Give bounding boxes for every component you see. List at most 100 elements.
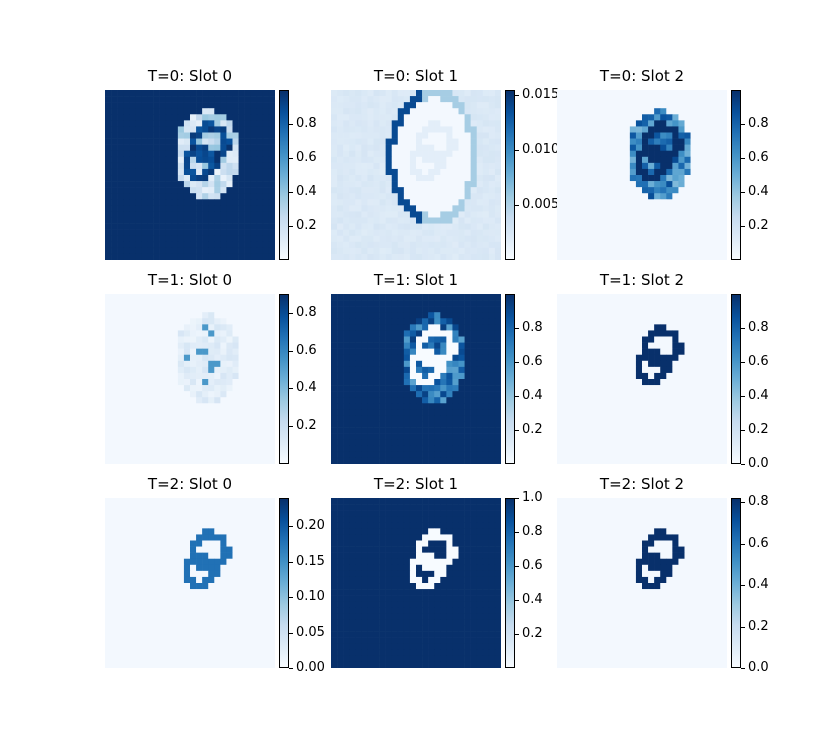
heatmap-cell [617, 385, 625, 392]
heatmap-cell [696, 211, 704, 218]
heatmap-cell [494, 223, 501, 230]
heatmap-cell [190, 199, 197, 206]
heatmap-cell [171, 330, 179, 337]
heatmap-cell [214, 229, 221, 237]
heatmap-cell [611, 342, 619, 349]
heatmap-cell [177, 132, 185, 139]
heatmap-cell [476, 312, 484, 319]
heatmap-cell [464, 445, 471, 453]
heatmap-cell [666, 96, 673, 103]
heatmap-cell [416, 247, 423, 255]
heatmap-cell [416, 379, 423, 386]
heatmap-cell [373, 229, 380, 237]
heatmap-cell [355, 354, 362, 362]
heatmap-cell [446, 120, 453, 127]
heatmap-cell [605, 366, 612, 374]
heatmap-cell [642, 336, 649, 343]
heatmap-cell [343, 312, 350, 319]
heatmap-cell [105, 433, 112, 441]
heatmap-cell [361, 318, 368, 325]
heatmap-cell [440, 318, 447, 325]
heatmap-cell [105, 372, 112, 380]
heatmap-cell [440, 336, 447, 343]
heatmap-cell [696, 451, 704, 459]
heatmap-cell [708, 211, 716, 218]
heatmap-cell [232, 132, 239, 139]
heatmap-cell [397, 409, 405, 416]
heatmap-cell [165, 516, 173, 523]
heatmap-cell [379, 120, 386, 127]
heatmap-cell [599, 181, 606, 188]
heatmap-cell [434, 114, 441, 121]
heatmap-cell [708, 415, 716, 422]
heatmap-cell [403, 445, 411, 453]
heatmap-cell [458, 217, 465, 224]
heatmap-cell [593, 132, 600, 139]
heatmap-cell [331, 162, 338, 170]
heatmap-cell [141, 397, 148, 404]
heatmap-cell [159, 205, 167, 212]
heatmap-cell [220, 114, 227, 121]
heatmap-cell [391, 193, 399, 200]
heatmap-cell [648, 211, 655, 218]
heatmap-cell [458, 391, 465, 398]
heatmap-cell [153, 126, 160, 133]
heatmap-cell [642, 114, 649, 121]
heatmap-cell [244, 306, 252, 313]
heatmap-cell [403, 457, 411, 464]
heatmap-cell [244, 451, 252, 459]
heatmap-cell [623, 354, 631, 362]
heatmap-cell [696, 96, 704, 103]
heatmap-cell [177, 330, 185, 337]
heatmap-cell [714, 108, 722, 115]
heatmap-cell [446, 253, 453, 260]
heatmap-cell [575, 96, 582, 103]
heatmap-cell [702, 162, 710, 170]
colorbar-tick-mark [289, 312, 293, 314]
heatmap-cell [464, 181, 471, 188]
heatmap-cell [177, 360, 185, 368]
heatmap-cell [153, 391, 160, 398]
heatmap-cell [373, 391, 380, 398]
heatmap-cell [202, 156, 209, 164]
heatmap-cell [349, 247, 356, 255]
heatmap-cell [476, 421, 484, 428]
heatmap-cell [581, 312, 588, 319]
heatmap-cell [684, 211, 691, 218]
heatmap-cell [702, 403, 710, 410]
heatmap-cell [105, 348, 112, 356]
heatmap-cell [129, 379, 136, 386]
heatmap-cell [440, 96, 447, 103]
heatmap-cell [385, 433, 393, 441]
heatmap-cell [379, 348, 386, 356]
heatmap-cell [440, 150, 447, 158]
heatmap-cell [123, 427, 130, 434]
heatmap-cell [623, 372, 631, 380]
heatmap-cell [403, 306, 411, 313]
heatmap-cell [452, 342, 459, 349]
heatmap-cell [379, 229, 386, 237]
heatmap-cell [470, 193, 478, 200]
heatmap-cell [135, 451, 142, 459]
heatmap-cell [690, 324, 697, 331]
heatmap-cell [666, 409, 673, 416]
heatmap-cell [458, 397, 465, 404]
heatmap-cell [373, 168, 380, 176]
heatmap-cell [446, 175, 453, 182]
heatmap-cell [666, 181, 673, 188]
heatmap-cell [569, 217, 576, 224]
heatmap-cell [488, 342, 496, 349]
colorbar-tick-mark [515, 150, 519, 152]
heatmap-cell [720, 132, 727, 139]
heatmap-cell [696, 132, 704, 139]
heatmap-cell [666, 366, 673, 374]
heatmap-cell [416, 439, 423, 447]
heatmap-cell [250, 366, 258, 374]
heatmap-cell [563, 409, 570, 416]
heatmap-cell [105, 168, 112, 176]
heatmap-cell [226, 330, 233, 337]
heatmap-cell [635, 336, 643, 343]
heatmap-cell [238, 433, 245, 441]
heatmap-cell [373, 175, 380, 182]
heatmap-cell [208, 534, 215, 541]
